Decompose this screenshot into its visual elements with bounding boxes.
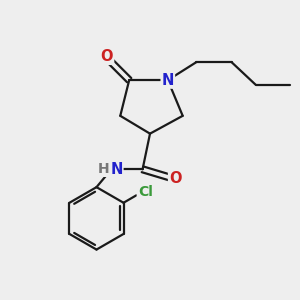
Text: O: O	[169, 171, 182, 186]
Text: Cl: Cl	[138, 185, 153, 199]
Text: O: O	[101, 49, 113, 64]
Text: N: N	[162, 73, 174, 88]
Text: H: H	[98, 162, 109, 176]
Text: N: N	[110, 162, 123, 177]
